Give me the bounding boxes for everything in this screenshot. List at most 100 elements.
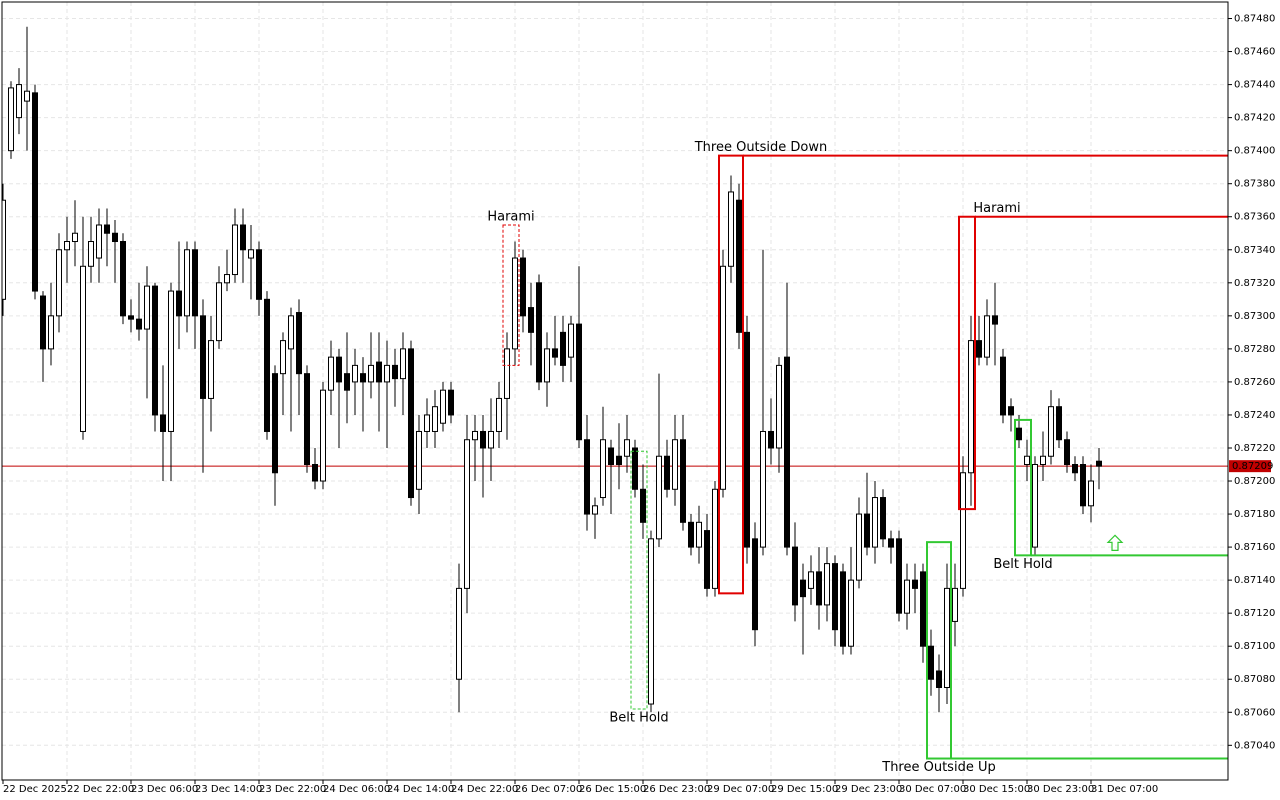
candle-body	[888, 538, 894, 548]
y-tick-label: 0.87140	[1234, 575, 1275, 586]
candle-body	[96, 224, 102, 259]
candle-body	[824, 563, 830, 606]
candle-body	[176, 290, 182, 317]
candle-body	[104, 224, 110, 234]
pattern-box	[958, 215, 976, 511]
y-tick-label: 0.87360	[1234, 212, 1275, 223]
pattern-box	[718, 154, 744, 595]
pattern-label: Three Outside Down	[694, 140, 828, 155]
candle-body	[784, 356, 790, 548]
candle-body	[504, 348, 510, 399]
x-tick-label: 24 Dec 14:00	[387, 784, 454, 795]
candle-body	[216, 282, 222, 342]
candle-body	[80, 265, 86, 432]
candle-body	[144, 285, 150, 330]
candle-body	[496, 397, 502, 432]
candle-body	[48, 315, 54, 350]
y-tick-label: 0.87200	[1234, 476, 1275, 487]
candle-body	[672, 439, 678, 490]
candle-body	[576, 323, 582, 441]
y-tick-label: 0.87080	[1234, 674, 1275, 685]
candle-body	[936, 670, 942, 688]
candle-body	[928, 645, 934, 680]
candle-body	[728, 191, 734, 267]
candle-body	[296, 312, 302, 375]
candle-body	[632, 447, 638, 490]
candle-body	[752, 538, 758, 631]
candle-body	[200, 315, 206, 399]
candle-body	[1056, 406, 1062, 441]
candle-body	[312, 464, 318, 482]
candle-body	[88, 241, 94, 267]
current-price-tag	[1229, 460, 1271, 473]
candle-body	[16, 84, 22, 119]
y-tick-label: 0.87400	[1234, 146, 1275, 157]
candle-body	[720, 265, 726, 490]
x-tick-label: 31 Dec 07:00	[1091, 784, 1158, 795]
candle-body	[952, 587, 958, 622]
candle-body	[648, 538, 654, 705]
x-tick-label: 23 Dec 22:00	[259, 784, 326, 795]
candle-body	[920, 571, 926, 647]
y-tick-label: 0.87320	[1234, 278, 1275, 289]
candle-body	[440, 389, 446, 424]
candle-body	[744, 331, 750, 548]
candle-body	[800, 579, 806, 598]
x-tick-label: 22 Dec 2025	[3, 784, 67, 795]
candle-body	[304, 373, 310, 466]
candle-body	[40, 295, 46, 350]
x-tick-label: 29 Dec 23:00	[835, 784, 902, 795]
candle-body	[432, 406, 438, 432]
candle-body	[248, 249, 254, 259]
y-tick-label: 0.87060	[1234, 707, 1275, 718]
candle-body	[944, 587, 950, 688]
pattern-box	[630, 450, 648, 710]
candle-body	[120, 241, 126, 317]
candle-body	[872, 497, 878, 548]
candle-body	[152, 285, 158, 416]
candle-body	[904, 579, 910, 614]
x-tick-label: 23 Dec 06:00	[131, 784, 198, 795]
candle-body	[912, 579, 918, 589]
candle-body	[240, 224, 246, 251]
candle-body	[416, 430, 422, 490]
y-tick-label: 0.87420	[1234, 113, 1275, 124]
candle-body	[320, 389, 326, 482]
candle-body	[344, 373, 350, 391]
candle-body	[8, 87, 14, 152]
candle-body	[840, 571, 846, 647]
candle-body	[456, 587, 462, 680]
y-tick-label: 0.87440	[1234, 80, 1275, 91]
candle-body	[552, 348, 558, 358]
x-tick-label: 29 Dec 07:00	[707, 784, 774, 795]
candle-body	[992, 315, 998, 325]
candle-body	[600, 439, 606, 499]
candle-body	[168, 290, 174, 432]
candle-body	[816, 571, 822, 606]
candle-body	[232, 224, 238, 276]
candle-body	[792, 546, 798, 606]
candle-body	[72, 232, 78, 243]
y-tick-label: 0.87160	[1234, 542, 1275, 553]
x-tick-label: 26 Dec 15:00	[579, 784, 646, 795]
candle-body	[544, 348, 550, 383]
x-tick-label: 30 Dec 23:00	[1027, 784, 1094, 795]
candle-body	[392, 364, 398, 380]
candle-body	[464, 439, 470, 589]
pattern-label: Belt Hold	[609, 710, 668, 725]
y-tick-label: 0.87100	[1234, 641, 1275, 652]
candle-body	[1096, 460, 1102, 467]
candle-body	[536, 282, 542, 383]
x-tick-label: 23 Dec 14:00	[195, 784, 262, 795]
candle-body	[568, 323, 574, 358]
candle-body	[32, 92, 38, 292]
candle-body	[336, 356, 342, 383]
x-tick-label: 24 Dec 22:00	[451, 784, 518, 795]
candle-body	[664, 455, 670, 490]
candle-body	[968, 340, 974, 474]
candle-body	[736, 199, 742, 333]
candle-body	[656, 455, 662, 540]
candle-body	[1072, 464, 1078, 474]
candle-body	[224, 274, 230, 284]
